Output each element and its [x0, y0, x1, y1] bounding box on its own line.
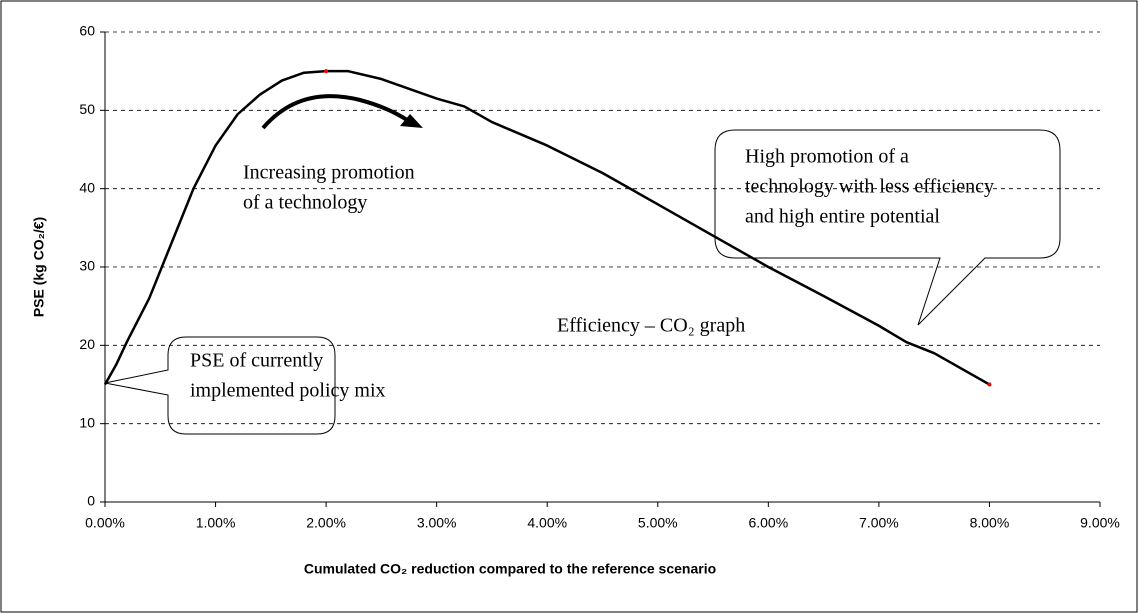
x-tick-label: 7.00% — [859, 515, 899, 531]
x-tick-label: 9.00% — [1080, 515, 1120, 531]
arrow — [261, 94, 412, 130]
x-tick-label: 2.00% — [306, 515, 346, 531]
y-tick-label: 10 — [79, 414, 95, 430]
annotation: and high entire potential — [745, 206, 940, 228]
annotation: technology with less efficiency — [745, 176, 994, 198]
x-tick-label: 3.00% — [417, 515, 457, 531]
x-tick-label: 0.00% — [85, 515, 125, 531]
y-tick-label: 30 — [79, 258, 95, 274]
y-tick-label: 60 — [79, 23, 95, 39]
annotation: PSE of currently — [190, 350, 323, 372]
line — [103, 69, 991, 386]
x-tick-label: 8.00% — [970, 515, 1010, 531]
point — [324, 69, 329, 74]
callout-box — [714, 129, 1061, 326]
callout-box — [104, 336, 336, 435]
annotation: of a technology — [243, 192, 367, 214]
x-tick-label: 5.00% — [638, 515, 678, 531]
y-tick-label: 40 — [79, 179, 95, 195]
annotation: High promotion of a — [745, 146, 909, 168]
annotation: Efficiency – CO₂ graph — [557, 315, 745, 337]
x-tick-label: 4.00% — [527, 515, 567, 531]
y-tick-label: 20 — [79, 336, 95, 352]
y-axis-label: PSE (kg CO₂/€) — [31, 217, 47, 317]
annotation: Increasing promotion — [243, 162, 415, 184]
y-tick-label: 50 — [79, 101, 95, 117]
y-tick-label: 0 — [87, 493, 95, 509]
x-tick-label: 6.00% — [748, 515, 788, 531]
point — [987, 382, 992, 387]
x-axis-label: Cumulated CO₂ reduction compared to the … — [304, 561, 716, 577]
x-tick-label: 1.00% — [196, 515, 236, 531]
annotation: implemented policy mix — [190, 380, 386, 402]
arrow-head — [400, 114, 423, 128]
